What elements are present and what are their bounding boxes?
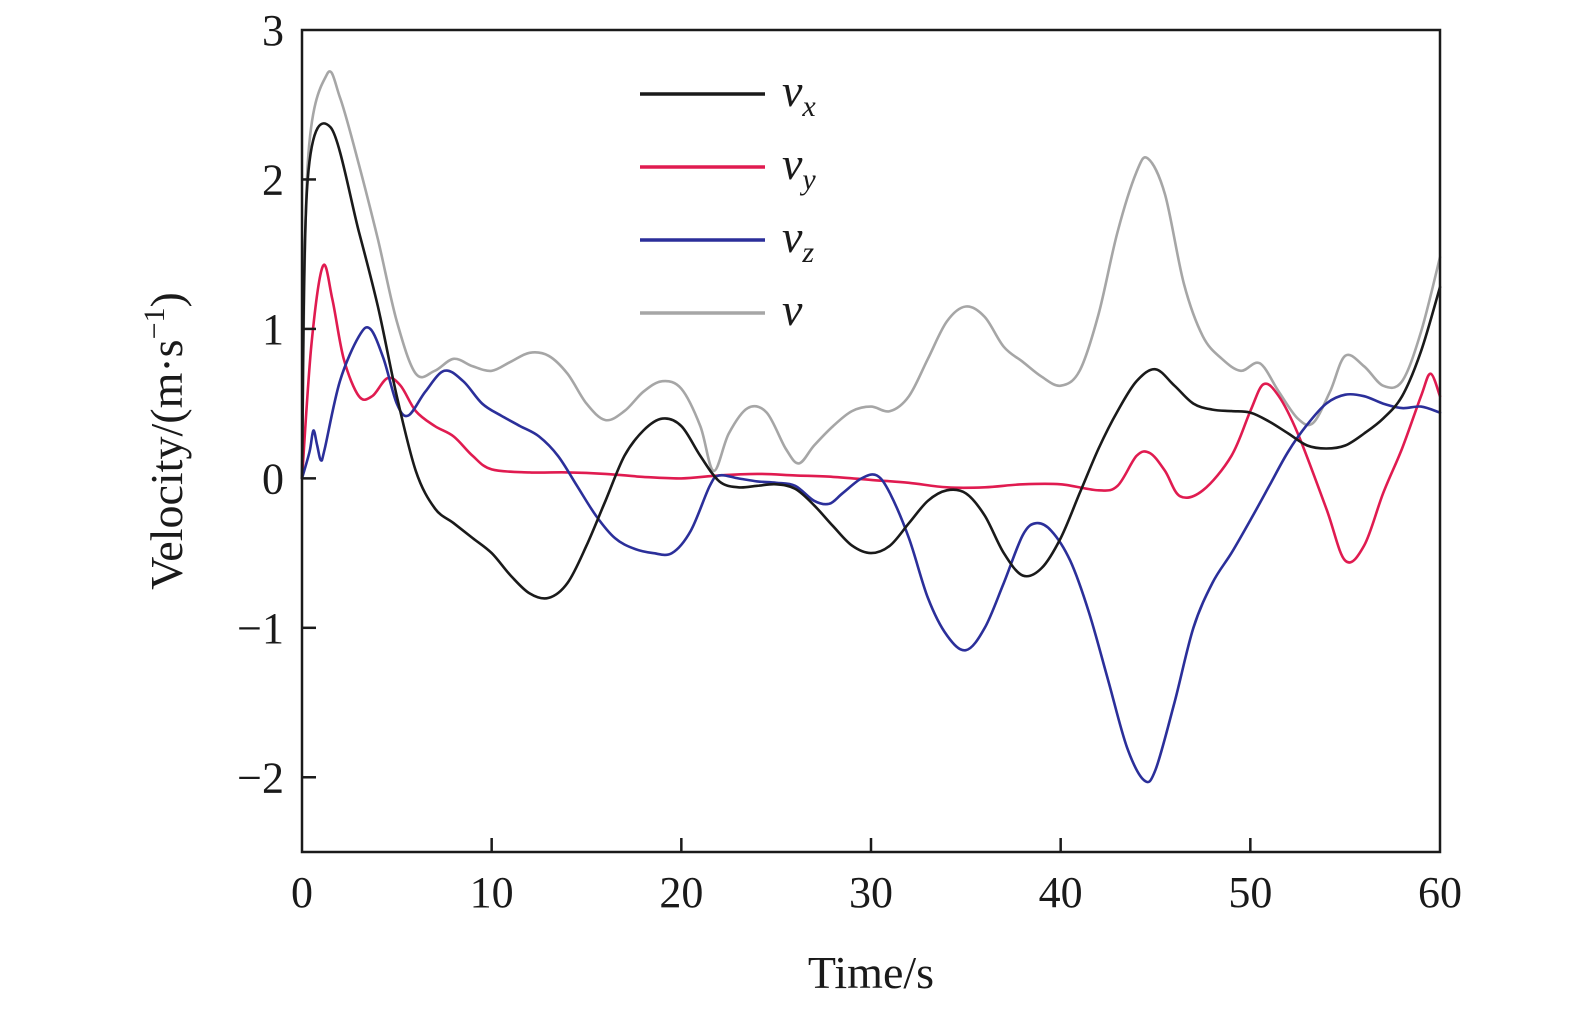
y-tick-label: 1 [262,305,284,354]
series-line-vy [300,263,1442,564]
series-line-v [300,70,1442,480]
y-tick-label: 2 [262,155,284,204]
x-tick-label: 10 [470,868,514,917]
y-tick-label: 3 [262,6,284,55]
legend-label-vx-main: v [782,65,803,116]
ticks-layer: 0 10 20 30 40 50 60 −2 −1 0 1 2 3 [237,6,1462,917]
x-axis-title: Time/s [808,947,934,998]
legend-label-vz-main: v [782,211,803,262]
series-line-vx [300,122,1442,600]
y-tick-label: 0 [262,454,284,503]
legend-label-vy: vy [782,138,816,196]
y-axis-title-close: ) [141,292,192,307]
legend-label-vz: vz [782,211,814,269]
series-layer [300,70,1442,784]
x-tick-label: 40 [1039,868,1083,917]
legend-label-vy-main: v [782,138,803,189]
legend-label-vx-sub: x [801,90,816,123]
series-line-vz [300,325,1442,784]
x-tick-label: 0 [291,868,313,917]
plot-frame [300,28,1442,854]
legend: vx vy vz v [640,65,816,335]
y-axis-title-sup: −1 [138,308,171,340]
x-tick-label: 20 [659,868,703,917]
legend-label-vy-sub: y [799,163,816,196]
y-axis-title-main: Velocity/(m·s [141,339,192,589]
x-tick-label: 60 [1418,868,1462,917]
legend-label-vx: vx [782,65,816,123]
legend-label-vz-sub: z [801,236,814,269]
y-axis-title: Velocity/(m·s−1) [138,292,192,590]
y-tick-label: −1 [237,604,284,653]
x-tick-label: 30 [849,868,893,917]
legend-label-v: v [782,284,803,335]
legend-label-v-main: v [782,284,803,335]
x-tick-label: 50 [1228,868,1272,917]
y-tick-label: −2 [237,753,284,802]
